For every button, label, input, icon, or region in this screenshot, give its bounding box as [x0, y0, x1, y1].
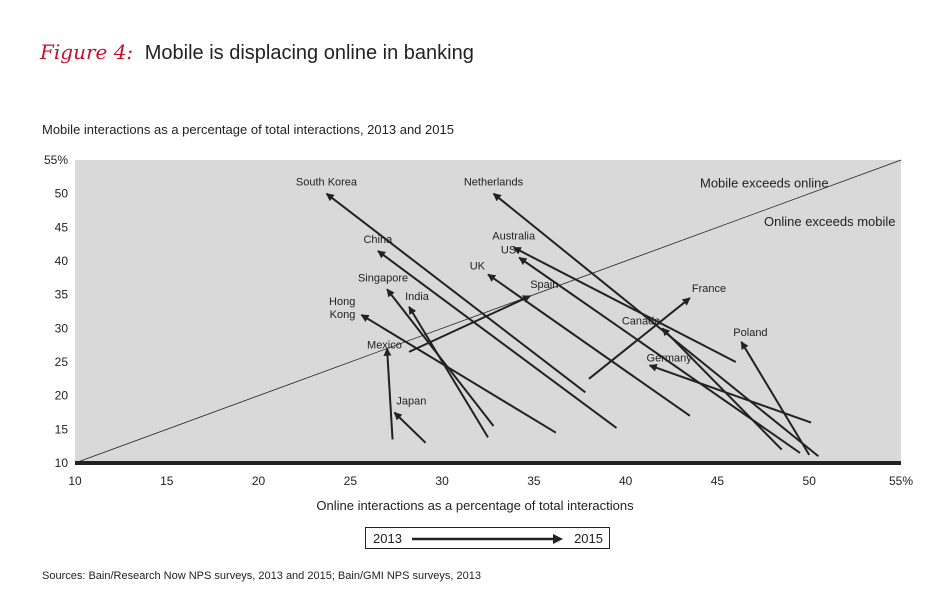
x-tick-label: 20 [252, 474, 266, 488]
legend: 2013 2015 [365, 527, 610, 549]
x-tick-label: 45 [711, 474, 725, 488]
series-label: Hong Kong [329, 296, 355, 321]
x-tick-labels: 10 15 20 25 30 35 40 45 50 55% [68, 474, 913, 488]
series-label: Singapore [358, 272, 408, 284]
y-tick-label: 55% [44, 153, 68, 167]
series-label: US [501, 245, 516, 257]
series-label: China [363, 234, 393, 246]
x-tick-label: 15 [160, 474, 174, 488]
arrow-australia [512, 246, 737, 363]
arrow-south-korea [325, 192, 586, 394]
x-axis-label: Online interactions as a percentage of t… [316, 498, 634, 513]
sources-note: Sources: Bain/Research Now NPS surveys, … [42, 570, 481, 582]
series-label: South Korea [296, 177, 358, 189]
annotation-mobile-exceeds: Mobile exceeds online [700, 176, 829, 191]
x-tick-label: 35 [527, 474, 541, 488]
series-label: UK [470, 260, 486, 272]
arrow-japan [393, 411, 427, 444]
series-label: Germany [647, 352, 693, 364]
country-labels: South Korea Netherlands China Australia US UK… [296, 177, 768, 408]
series-label: Japan [396, 396, 426, 408]
series-label: France [692, 283, 726, 295]
y-tick-label: 10 [55, 456, 69, 470]
legend-end: 2015 [574, 531, 603, 546]
y-tick-labels: 10 15 20 25 30 35 40 45 50 55% [44, 153, 68, 470]
series-label: Australia [492, 231, 536, 243]
y-tick-label: 30 [55, 321, 69, 335]
y-tick-label: 45 [55, 220, 69, 234]
series-label: India [405, 291, 430, 303]
figure-number: Figure 4: [40, 40, 134, 64]
series-label: Canada [622, 315, 661, 327]
figure-title: Figure 4: Mobile is displacing online in… [40, 40, 474, 65]
x-tick-label: 25 [344, 474, 358, 488]
x-tick-label: 55% [889, 474, 913, 488]
y-tick-label: 50 [55, 187, 69, 201]
x-tick-label: 50 [803, 474, 817, 488]
legend-start: 2013 [373, 531, 402, 546]
arrow-layer [325, 192, 820, 458]
arrow-china [377, 250, 618, 429]
y-tick-label: 20 [55, 389, 69, 403]
arrow-poland [740, 341, 811, 456]
series-label: Spain [530, 279, 558, 291]
series-label: Mexico [367, 340, 402, 352]
x-tick-label: 10 [68, 474, 82, 488]
arrow-canada [661, 327, 783, 451]
x-tick-label: 30 [435, 474, 449, 488]
y-tick-label: 25 [55, 355, 69, 369]
arrow-india [408, 306, 489, 438]
figure-heading: Mobile is displacing online in banking [144, 42, 474, 64]
arrow-france [588, 297, 691, 380]
legend-arrow-icon [412, 534, 563, 544]
arrow-mexico [383, 347, 394, 440]
arrow-germany [648, 364, 812, 424]
y-tick-label: 35 [55, 288, 69, 302]
series-label: Poland [733, 327, 767, 339]
chart-subtitle: Mobile interactions as a percentage of t… [42, 122, 454, 137]
y-tick-label: 15 [55, 422, 69, 436]
annotation-online-exceeds: Online exceeds mobile [764, 214, 896, 229]
x-tick-label: 40 [619, 474, 633, 488]
y-tick-label: 40 [55, 254, 69, 268]
parity-diagonal [74, 159, 902, 464]
series-label: Netherlands [464, 177, 524, 189]
arrow-hong-kong [360, 314, 557, 434]
arrow-uk [487, 273, 691, 417]
